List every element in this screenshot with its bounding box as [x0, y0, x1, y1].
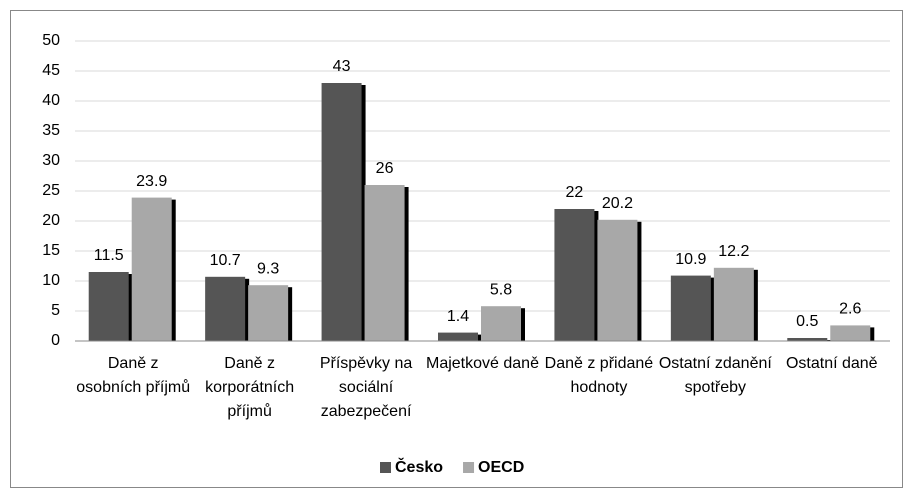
data-label: 12.2	[718, 243, 749, 260]
bar	[205, 276, 246, 341]
bar	[248, 285, 289, 341]
legend-label: Česko	[395, 457, 443, 476]
data-label: 1.4	[447, 308, 469, 325]
x-tick-label: Daně z osobních příjmů	[76, 355, 191, 396]
bar	[787, 338, 828, 341]
bar	[438, 332, 478, 341]
data-label: 5.8	[490, 281, 512, 298]
y-tick-label: 20	[42, 212, 60, 229]
bar	[481, 306, 521, 341]
bar	[713, 267, 754, 341]
bar	[88, 272, 129, 341]
legend-label: OECD	[478, 459, 524, 476]
y-tick-label: 5	[51, 302, 60, 319]
data-label: 23.9	[136, 173, 167, 190]
legend-swatch	[380, 462, 391, 473]
y-tick-label: 15	[42, 242, 60, 259]
y-tick-label: 40	[42, 92, 60, 109]
y-tick-label: 0	[51, 332, 60, 349]
bar	[597, 219, 638, 341]
data-label: 22	[566, 184, 584, 201]
x-tick-label: Daně z korporátních příjmů	[205, 355, 295, 420]
legend-swatch	[463, 462, 475, 473]
data-label: 26	[376, 160, 394, 177]
data-label: 11.5	[94, 247, 124, 264]
y-tick-label: 35	[42, 122, 60, 139]
y-tick-label: 45	[42, 62, 60, 79]
x-tick-label: Ostatní zdanění spotřeby	[658, 355, 772, 396]
bar	[321, 83, 362, 341]
y-tick-label: 50	[42, 32, 60, 49]
data-label: 43	[333, 58, 351, 75]
x-tick-label: Majetkové daně	[426, 355, 539, 372]
y-tick-label: 10	[42, 272, 60, 289]
x-tick-label: Příspěvky na sociální zabezpečení	[319, 355, 413, 420]
x-tick-label: Daně z přidané hodnoty	[544, 355, 654, 396]
bar	[131, 197, 172, 341]
data-label: 2.6	[839, 301, 861, 318]
data-label: 0.5	[796, 313, 818, 330]
data-label: 10.7	[210, 252, 241, 269]
data-label: 20.2	[602, 195, 633, 212]
y-tick-label: 25	[42, 182, 60, 199]
bar	[670, 275, 711, 341]
bar	[830, 325, 871, 341]
data-label: 10.9	[675, 251, 706, 268]
bar	[364, 185, 405, 341]
y-tick-label: 30	[42, 152, 60, 169]
bar	[554, 209, 595, 341]
x-tick-label: Ostatní daně	[785, 355, 878, 372]
data-label: 9.3	[257, 260, 279, 277]
